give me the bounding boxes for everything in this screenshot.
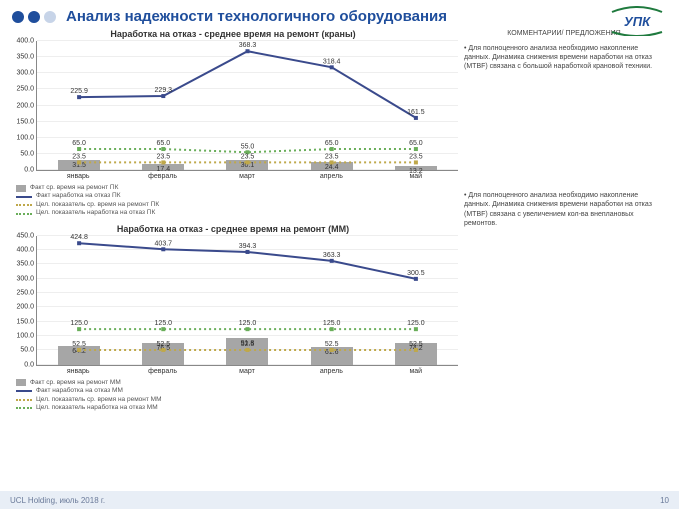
svg-text:363.3: 363.3 — [323, 252, 341, 259]
svg-text:23.5: 23.5 — [156, 153, 170, 160]
legend-item: Цел. показатель наработка на отказ ПК — [16, 209, 458, 217]
svg-text:394.3: 394.3 — [239, 243, 257, 250]
dot-3 — [44, 11, 56, 23]
legend-item: Факт наработка на отказ ММ — [16, 387, 458, 395]
logo-text: УПК — [624, 14, 651, 29]
svg-text:65.0: 65.0 — [325, 140, 339, 147]
dot-1 — [12, 11, 24, 23]
legend-item: Цел. показатель ср. время на ремонт ММ — [16, 396, 458, 404]
svg-text:52.5: 52.5 — [325, 341, 339, 348]
svg-text:52.5: 52.5 — [241, 341, 255, 348]
chart2-area: 0.050.0100.0150.0200.0250.0300.0350.0400… — [36, 236, 458, 366]
logo: УПК — [607, 6, 667, 38]
chart1-legend: Факт ср. время на ремонт ПКФакт наработк… — [16, 184, 458, 218]
svg-text:318.4: 318.4 — [323, 58, 341, 65]
x-label: январь — [53, 173, 103, 180]
svg-text:65.0: 65.0 — [156, 140, 170, 147]
svg-text:125.0: 125.0 — [70, 320, 88, 327]
svg-text:125.0: 125.0 — [323, 320, 341, 327]
svg-text:65.0: 65.0 — [409, 140, 423, 147]
footer-left: UCL Holding, июль 2018 г. — [10, 496, 105, 505]
svg-text:125.0: 125.0 — [407, 320, 425, 327]
svg-text:23.5: 23.5 — [72, 153, 86, 160]
header-dots — [12, 11, 56, 23]
header: Анализ надежности технологичного оборудо… — [0, 0, 679, 29]
x-label: февраль — [138, 173, 188, 180]
svg-text:125.0: 125.0 — [155, 320, 173, 327]
x-label: май — [391, 368, 441, 375]
svg-text:65.0: 65.0 — [72, 140, 86, 147]
x-label: январь — [53, 368, 103, 375]
footer-right: 10 — [660, 496, 669, 505]
chart1-area: 0.050.0100.0150.0200.0250.0300.0350.0400… — [36, 41, 458, 171]
svg-text:23.5: 23.5 — [241, 153, 255, 160]
chart-mm: Наработка на отказ - среднее время на ре… — [8, 224, 458, 413]
chart-cranes: Наработка на отказ - среднее время на ре… — [8, 29, 458, 218]
x-label: апрель — [306, 173, 356, 180]
svg-text:52.5: 52.5 — [409, 341, 423, 348]
x-label: март — [222, 173, 272, 180]
svg-text:52.5: 52.5 — [156, 341, 170, 348]
comment-1: • Для полноценного анализа необходимо на… — [464, 44, 664, 71]
page-title: Анализ надежности технологичного оборудо… — [66, 8, 447, 25]
legend-item: Цел. показатель наработка на отказ ММ — [16, 404, 458, 412]
chart1-title: Наработка на отказ - среднее время на ре… — [8, 29, 458, 39]
svg-text:424.8: 424.8 — [70, 234, 88, 241]
x-label: февраль — [138, 368, 188, 375]
dot-2 — [28, 11, 40, 23]
legend-item: Факт наработка на отказ ПК — [16, 192, 458, 200]
x-label: апрель — [306, 368, 356, 375]
svg-text:55.0: 55.0 — [241, 143, 255, 150]
legend-item: Факт ср. время на ремонт ММ — [16, 379, 458, 387]
chart2-xlabels: январь февраль март апрель май — [36, 368, 458, 375]
footer: UCL Holding, июль 2018 г. 10 — [0, 491, 679, 509]
svg-text:300.5: 300.5 — [407, 270, 425, 277]
charts-column: Наработка на отказ - среднее время на ре… — [8, 29, 458, 419]
chart2-title: Наработка на отказ - среднее время на ре… — [8, 224, 458, 234]
chart2-legend: Факт ср. время на ремонт ММФакт наработк… — [16, 379, 458, 413]
svg-text:368.3: 368.3 — [239, 42, 257, 49]
svg-text:52.5: 52.5 — [72, 341, 86, 348]
svg-text:225.9: 225.9 — [70, 88, 88, 95]
svg-text:23.5: 23.5 — [409, 153, 423, 160]
x-label: март — [222, 368, 272, 375]
comment-2: • Для полноценного анализа необходимо на… — [464, 191, 664, 227]
svg-text:23.5: 23.5 — [325, 153, 339, 160]
svg-text:161.5: 161.5 — [407, 109, 425, 116]
svg-text:229.3: 229.3 — [155, 87, 173, 94]
svg-text:125.0: 125.0 — [239, 320, 257, 327]
comments-column: КОММЕНТАРИИ/ ПРЕДЛОЖЕНИЯ • Для полноценн… — [464, 29, 664, 419]
svg-text:403.7: 403.7 — [155, 240, 173, 247]
